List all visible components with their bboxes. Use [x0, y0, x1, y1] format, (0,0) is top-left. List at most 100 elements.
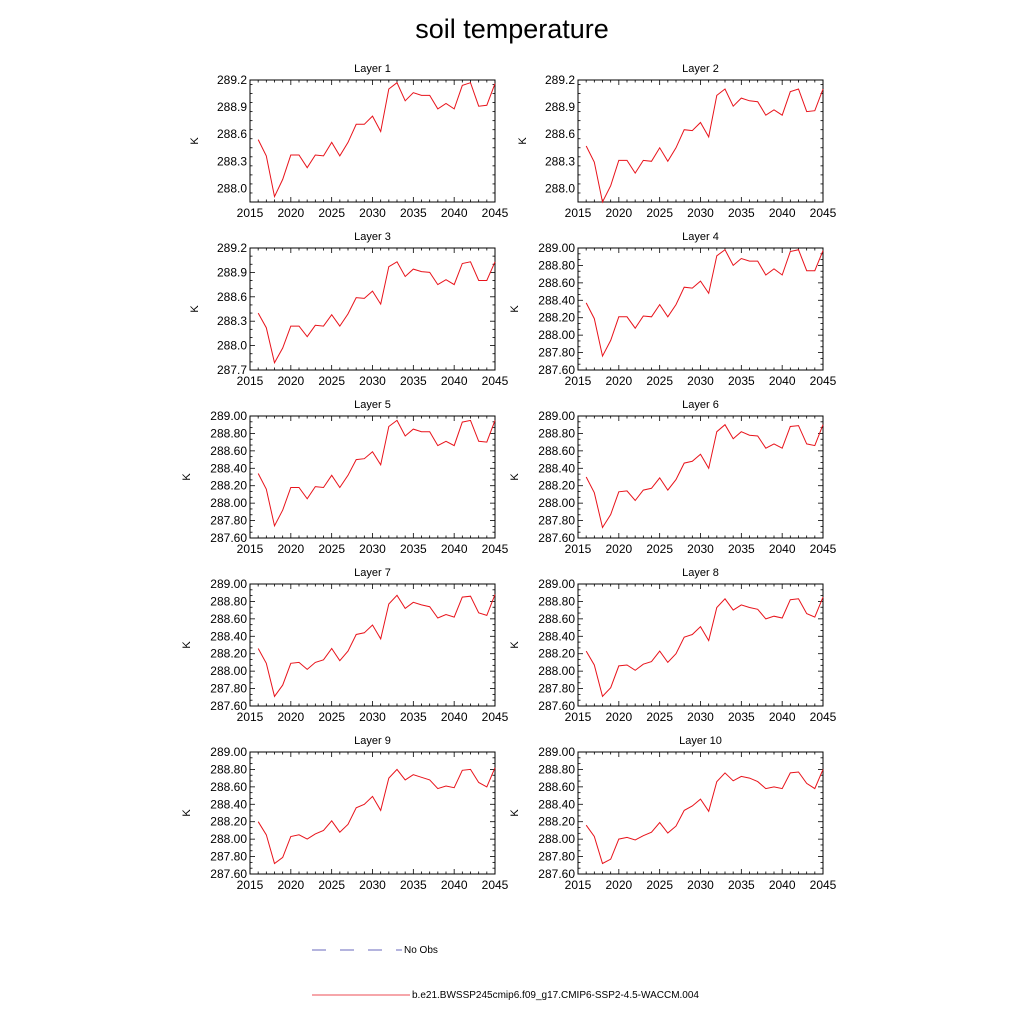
x-tick-label: 2015 — [565, 374, 592, 388]
x-tick-label: 2025 — [318, 206, 345, 220]
y-axis-label: K — [181, 809, 193, 817]
y-tick-label: 288.60 — [538, 612, 575, 626]
y-axis-label: K — [181, 641, 193, 649]
y-tick-label: 287.80 — [538, 514, 575, 528]
y-tick-label: 288.60 — [538, 276, 575, 290]
y-tick-label: 288.20 — [538, 311, 575, 325]
y-tick-label: 288.80 — [538, 594, 575, 608]
y-tick-label: 287.80 — [210, 850, 247, 864]
y-tick-label: 288.20 — [210, 815, 247, 829]
y-tick-label: 288.00 — [538, 832, 575, 846]
series-line — [257, 594, 496, 698]
x-tick-label: 2035 — [400, 374, 427, 388]
x-tick-label: 2035 — [728, 878, 755, 892]
y-axis-label: K — [509, 305, 521, 313]
y-tick-label: 288.60 — [538, 444, 575, 458]
y-tick-label: 288.60 — [210, 444, 247, 458]
y-tick-label: 288.9 — [545, 100, 575, 114]
x-tick-label: 2045 — [482, 710, 509, 724]
x-tick-label: 2035 — [400, 542, 427, 556]
x-tick-label: 2030 — [359, 206, 386, 220]
x-tick-label: 2015 — [565, 878, 592, 892]
x-tick-label: 2025 — [646, 710, 673, 724]
y-tick-label: 288.80 — [538, 258, 575, 272]
x-tick-label: 2035 — [728, 710, 755, 724]
plot-frame — [249, 583, 496, 707]
y-tick-label: 288.40 — [538, 293, 575, 307]
y-tick-label: 287.80 — [538, 682, 575, 696]
y-tick-label: 288.9 — [217, 265, 247, 279]
panel-title: Layer 9 — [354, 735, 391, 747]
y-tick-label: 288.00 — [210, 832, 247, 846]
y-tick-label: 287.60 — [210, 531, 247, 545]
y-tick-label: 288.00 — [210, 496, 247, 510]
series-line — [257, 261, 496, 365]
x-tick-label: 2045 — [810, 710, 837, 724]
y-tick-label: 288.80 — [538, 426, 575, 440]
y-tick-label: 288.00 — [210, 664, 247, 678]
y-tick-label: 289.00 — [538, 577, 575, 591]
plot-frame — [249, 247, 496, 371]
x-tick-label: 2045 — [810, 374, 837, 388]
x-tick-label: 2020 — [605, 206, 632, 220]
x-tick-label: 2045 — [482, 206, 509, 220]
x-tick-label: 2035 — [728, 206, 755, 220]
x-tick-label: 2040 — [441, 542, 468, 556]
panel-layer-6: 2015 2020 2025 2030 2035 2040 2045 287.60 287.80… — [509, 399, 837, 556]
x-tick-label: 2040 — [441, 374, 468, 388]
x-tick-label: 2015 — [565, 710, 592, 724]
y-tick-label: 288.40 — [538, 797, 575, 811]
y-tick-label: 289.2 — [217, 73, 247, 87]
panel-layer-8: 2015 2020 2025 2030 2035 2040 2045 287.60 287.80… — [509, 567, 837, 724]
x-tick-label: 2040 — [769, 542, 796, 556]
plot-frame — [249, 751, 496, 875]
y-axis-label: K — [181, 473, 193, 481]
panel-layer-2: 2015 2020 2025 2030 2035 2040 2045 288.0 288.3 28… — [517, 63, 837, 220]
x-tick-label: 2045 — [482, 374, 509, 388]
panel-title: Layer 5 — [354, 399, 391, 411]
x-tick-label: 2015 — [237, 206, 264, 220]
y-tick-label: 288.20 — [210, 647, 247, 661]
figure-title: soil temperature — [415, 14, 609, 44]
legend-item-obs: No Obs — [310, 942, 438, 958]
y-axis-label: K — [509, 809, 521, 817]
x-tick-label: 2025 — [646, 542, 673, 556]
plot-frame — [577, 415, 824, 539]
y-tick-label: 288.3 — [217, 154, 247, 168]
y-axis-label: K — [517, 137, 529, 145]
x-tick-label: 2030 — [687, 878, 714, 892]
y-tick-label: 288.00 — [538, 496, 575, 510]
panel-title: Layer 3 — [354, 231, 391, 243]
y-tick-label: 287.60 — [210, 699, 247, 713]
plot-frame — [577, 79, 824, 203]
y-tick-label: 288.80 — [210, 426, 247, 440]
y-tick-label: 288.6 — [545, 127, 575, 141]
panel-layer-10: 2015 2020 2025 2030 2035 2040 2045 287.60 287.80… — [509, 735, 837, 892]
legend-solid-line-icon — [312, 994, 410, 996]
y-tick-label: 288.60 — [210, 612, 247, 626]
x-tick-label: 2035 — [728, 374, 755, 388]
y-tick-label: 289.00 — [210, 409, 247, 423]
y-tick-label: 288.20 — [538, 647, 575, 661]
y-axis-label: K — [189, 137, 201, 145]
y-tick-label: 289.2 — [545, 73, 575, 87]
y-tick-label: 287.60 — [538, 363, 575, 377]
y-tick-label: 288.60 — [538, 780, 575, 794]
x-tick-label: 2030 — [687, 206, 714, 220]
legend-label-model: b.e21.BWSSP245cmip6.f09_g17.CMIP6-SSP2-4… — [412, 989, 699, 1001]
y-axis-label: K — [189, 305, 201, 313]
y-tick-label: 289.00 — [210, 745, 247, 759]
legend-label-obs: No Obs — [404, 944, 438, 956]
y-tick-label: 288.40 — [210, 629, 247, 643]
y-tick-label: 288.40 — [210, 461, 247, 475]
y-tick-label: 289.00 — [538, 409, 575, 423]
y-tick-label: 287.60 — [538, 699, 575, 713]
x-tick-label: 2025 — [318, 710, 345, 724]
y-tick-label: 287.60 — [538, 867, 575, 881]
y-tick-label: 288.3 — [545, 154, 575, 168]
panel-title: Layer 2 — [682, 63, 719, 75]
x-tick-label: 2020 — [605, 542, 632, 556]
x-tick-label: 2015 — [237, 710, 264, 724]
y-tick-label: 288.40 — [538, 461, 575, 475]
